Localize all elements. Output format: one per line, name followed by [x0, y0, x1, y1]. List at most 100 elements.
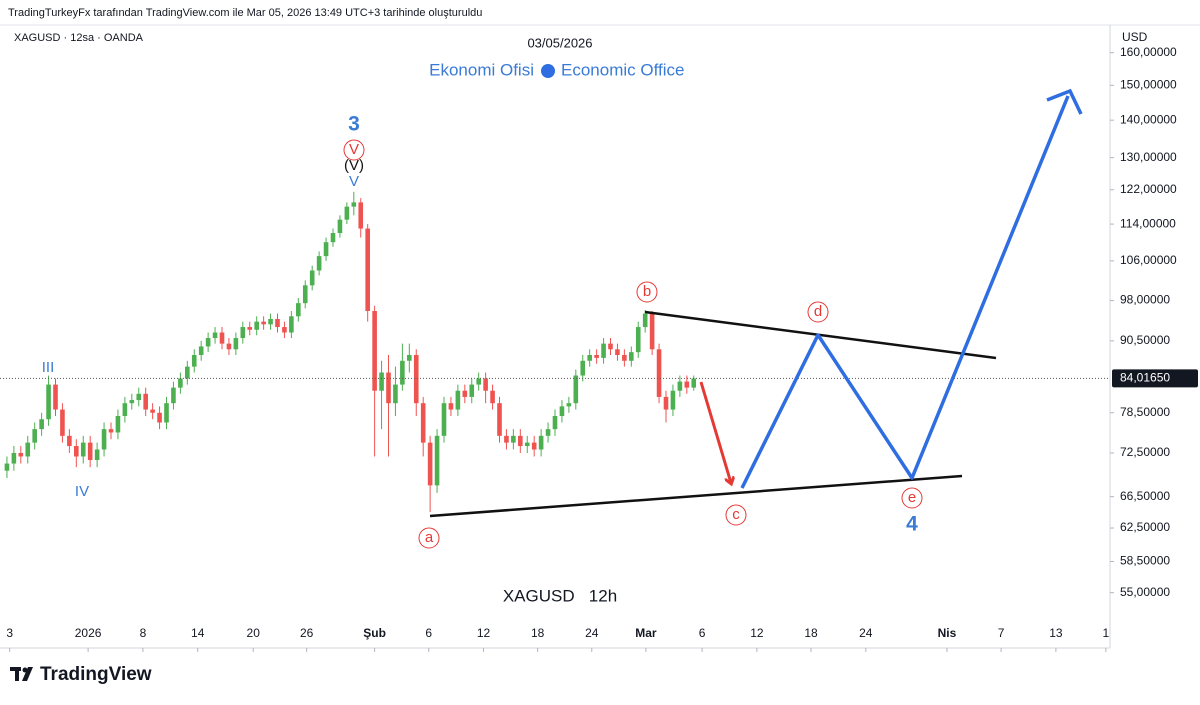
candle-body [379, 372, 384, 391]
candle-body [25, 442, 31, 457]
candle-body [164, 403, 169, 423]
candle-body [316, 256, 322, 271]
x-tick-label: 8 [140, 626, 147, 640]
y-tick-label: 122,00000 [1120, 182, 1177, 196]
brand-right: Economic Office [561, 60, 684, 79]
candle-body [32, 429, 37, 443]
candle-body [365, 228, 370, 311]
candle-body [413, 354, 419, 404]
candle-body [302, 285, 308, 304]
candle-body [185, 366, 190, 379]
candle-body [233, 338, 239, 350]
candle-body [372, 310, 377, 391]
candle-body [18, 452, 24, 457]
lower-trendline [429, 474, 963, 518]
x-tick-label: Mar [635, 626, 657, 640]
candle-body [469, 384, 475, 397]
candle-body [87, 442, 93, 460]
candle-body [420, 403, 426, 443]
symbol: XAGUSD · 12sa · OANDA [14, 32, 144, 44]
candle-body [635, 327, 641, 353]
brand-dot [541, 64, 555, 78]
x-tick-label: 18 [531, 626, 545, 640]
candle-body [191, 354, 197, 367]
x-tick-label: 26 [300, 626, 314, 640]
wave-label: a [425, 529, 434, 546]
candle-body [337, 219, 343, 234]
candle-body [684, 381, 690, 388]
candle-body [323, 242, 329, 257]
x-tick-label: 2026 [75, 626, 102, 640]
x-tick-label: Şub [363, 626, 386, 640]
candle-body [171, 387, 176, 404]
candle-body [448, 403, 454, 410]
candle-body [462, 390, 468, 397]
x-tick-label: 6 [425, 626, 432, 640]
candle-body [483, 378, 488, 391]
candle-body [663, 396, 669, 410]
candle-body [309, 270, 315, 286]
candle-body [400, 360, 405, 385]
wave-label: d [814, 303, 822, 320]
wave-label: III [42, 359, 55, 376]
candle-body [351, 202, 357, 207]
candle-body [80, 442, 86, 457]
x-tick-label: 18 [804, 626, 818, 640]
last-price-label: 84,01650 [1120, 371, 1170, 385]
wave-circle [901, 487, 923, 509]
upper-trendline [644, 310, 997, 360]
y-tick-label: 62,50000 [1120, 520, 1170, 534]
projection-arrowhead [1046, 88, 1083, 115]
candle-body [143, 393, 148, 410]
candle-body [358, 202, 364, 229]
candle-body [545, 429, 551, 436]
x-tick-label: 3 [6, 626, 13, 640]
candle-body [434, 435, 440, 486]
candle-body [157, 412, 162, 423]
credit: TradingTurkeyFx tarafından TradingView.c… [8, 7, 482, 19]
y-tick-label: 66,50000 [1120, 489, 1170, 503]
candle-body [254, 321, 259, 330]
candle-body [649, 313, 655, 350]
candle-body [670, 390, 676, 410]
candle-body [101, 429, 107, 450]
candle-body [427, 442, 433, 486]
candle-body [344, 206, 350, 220]
candle-body [247, 327, 253, 330]
candle-body [74, 446, 79, 457]
candle-body [622, 354, 627, 361]
candle-body [538, 435, 544, 450]
candle-body [212, 332, 218, 339]
candle-body [261, 321, 266, 325]
wave-circle [343, 139, 365, 161]
plot-area: 160,00000 150,00000 140,00000 130,00000 122,… [0, 45, 1177, 652]
brand-left: Ekonomi Ofisi [429, 60, 534, 79]
candle-body [524, 442, 530, 447]
candle-body [573, 375, 579, 404]
candle-body [566, 403, 572, 407]
candle-body [386, 372, 391, 404]
y-tick-label: 98,00000 [1120, 293, 1170, 307]
candle-body [39, 419, 44, 430]
x-tick-label: Nis [938, 626, 957, 640]
last-price-box [1112, 369, 1198, 388]
wave-label: 3 [348, 113, 360, 136]
candle-body [219, 332, 225, 344]
candle-body [115, 415, 121, 433]
candle-body [205, 338, 211, 347]
candle-body [393, 384, 398, 404]
candle-body [268, 318, 273, 325]
wave-label: b [643, 283, 651, 300]
candle-body [476, 378, 481, 385]
candle-body [198, 346, 204, 355]
logo-icon [10, 667, 33, 681]
candle-body [282, 327, 287, 333]
candle-body [490, 390, 495, 404]
currency: USD [1122, 30, 1148, 44]
x-tick-label: 12 [750, 626, 764, 640]
wave-label: (V) [344, 157, 364, 174]
candle-body [608, 343, 613, 350]
candle-body [129, 400, 135, 404]
logo-text: TradingView [40, 664, 152, 685]
candle-body [60, 409, 65, 436]
